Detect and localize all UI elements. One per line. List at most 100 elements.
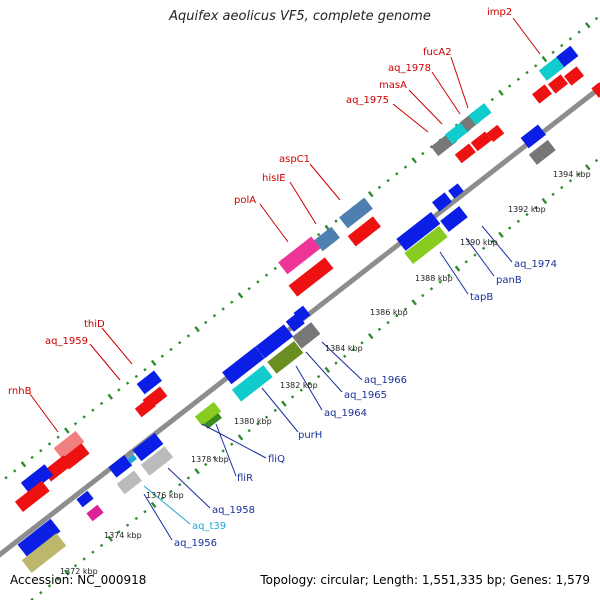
gene-feature-blue-5[interactable] — [293, 305, 311, 323]
tick-dot — [534, 64, 538, 68]
gene-feature-blue-3[interactable] — [76, 490, 94, 508]
gene-label-aq_1958[interactable]: aq_1958 — [212, 505, 255, 516]
gene-feature-red-8[interactable] — [486, 124, 505, 143]
gene-feature-red-12[interactable] — [591, 82, 600, 98]
gene-feature-aq_1958[interactable] — [132, 432, 164, 462]
tick-dot — [247, 428, 251, 433]
gene-feature-gray-2[interactable] — [528, 139, 556, 165]
gene-label-tapB[interactable]: tapB — [470, 292, 493, 303]
gene-label-aq_1966[interactable]: aq_1966 — [364, 375, 407, 386]
gene-feature-blue-8[interactable] — [520, 124, 546, 149]
gene-feature-lightgray-2[interactable] — [140, 446, 174, 476]
gene-feature-aq_1956[interactable] — [108, 455, 133, 478]
gene-feature-blue-2[interactable] — [17, 518, 61, 558]
gene-label-aq_1956[interactable]: aq_1956 — [174, 538, 217, 549]
gene-label-fliQ[interactable]: fliQ — [268, 454, 285, 465]
tick-dot — [39, 591, 43, 595]
gene-feature-red-5[interactable] — [347, 216, 381, 247]
gene-feature-fucA2[interactable] — [468, 103, 492, 125]
gene-feature-panB[interactable] — [404, 225, 448, 265]
gene-label-aspC1[interactable]: aspC1 — [279, 154, 310, 165]
gene-feature-red-9[interactable] — [532, 84, 552, 104]
gene-label-hisIE[interactable]: hisIE — [262, 173, 286, 184]
tick-dot — [568, 179, 573, 183]
tick-dot — [56, 435, 60, 439]
tick-dot — [99, 401, 104, 406]
tick-dot — [150, 501, 157, 509]
tick-dot — [454, 265, 461, 272]
tick-dot — [56, 577, 60, 581]
tick-dot — [411, 299, 417, 306]
gene-feature-red-7[interactable] — [470, 131, 492, 152]
gene-feature-khaki[interactable] — [21, 533, 67, 573]
gene-feature-fliQ[interactable] — [204, 413, 222, 429]
gene-label-purH[interactable]: purH — [298, 430, 322, 441]
gene-feature-lightgray-1[interactable] — [116, 470, 142, 495]
gene-label-masA[interactable]: masA — [379, 80, 407, 91]
gene-label-panB[interactable]: panB — [496, 275, 522, 286]
tick-dot — [256, 280, 260, 284]
gene-label-aq_1978[interactable]: aq_1978 — [388, 63, 431, 74]
tick-dot — [490, 239, 494, 244]
gene-label-aq_1964[interactable]: aq_1964 — [324, 408, 367, 419]
gene-feature-rnhB[interactable] — [53, 430, 85, 460]
gene-label-aq_t39[interactable]: aq_t39 — [192, 521, 226, 532]
gene-feature-red-11[interactable] — [564, 66, 584, 86]
gene-feature-magenta[interactable] — [86, 504, 104, 522]
gene-feature-aspC1[interactable] — [339, 197, 373, 229]
gene-feature-aq_1959[interactable] — [136, 370, 162, 395]
tick-dot — [334, 361, 338, 365]
tick-dot — [395, 314, 399, 318]
gene-feature-fliR[interactable] — [194, 401, 222, 427]
gene-label-fliR[interactable]: fliR — [237, 473, 253, 484]
tick-dot — [299, 388, 303, 392]
gene-feature-hisIE[interactable] — [314, 226, 340, 252]
gene-feature-blue-imp[interactable] — [556, 45, 579, 68]
lower-strand-features — [17, 124, 556, 573]
gene-label-aq_1965[interactable]: aq_1965 — [344, 390, 387, 401]
map-title: Aquifex aeolicus VF5, complete genome — [169, 9, 431, 24]
gene-feature-purH[interactable] — [222, 346, 265, 385]
gene-label-aq_1959[interactable]: aq_1959 — [45, 336, 88, 347]
gene-feature-aq_1965[interactable] — [267, 341, 304, 374]
gene-feature-aq_1974[interactable] — [440, 206, 468, 232]
tick-dot — [73, 564, 78, 568]
tick-dot — [551, 50, 555, 54]
gene-feature-aq_1964[interactable] — [255, 324, 294, 359]
gene-label-imp2[interactable]: imp2 — [487, 7, 512, 18]
tick-dot — [367, 332, 374, 340]
tick-dot — [194, 326, 200, 333]
gene-feature-red-6[interactable] — [454, 143, 476, 164]
gene-label-aq_1974[interactable]: aq_1974 — [514, 259, 557, 270]
label-leaders — [29, 17, 541, 541]
tick-dot — [386, 178, 390, 183]
gene-feature-imp2[interactable] — [538, 55, 566, 81]
gene-label-rnhB[interactable]: rnhB — [8, 386, 32, 397]
gene-feature-red-3[interactable] — [134, 397, 156, 418]
gene-feature-cyan-purH[interactable] — [231, 365, 273, 402]
tick-dot — [560, 185, 564, 190]
gene-feature-red-2[interactable] — [14, 480, 50, 512]
gene-feature-aq_t39[interactable] — [127, 454, 137, 464]
gene-label-polA[interactable]: polA — [234, 195, 256, 206]
gene-feature-aq_1966[interactable] — [292, 322, 321, 349]
gene-label-thiD[interactable]: thiD — [84, 319, 105, 330]
gene-feature-blue-1[interactable] — [20, 464, 54, 494]
gene-feature-red-4[interactable] — [288, 257, 334, 297]
tick-dot — [377, 327, 382, 332]
tick-dot — [107, 535, 114, 542]
tick-dot — [516, 219, 521, 223]
tick-dot — [525, 212, 529, 217]
tick-dot — [230, 300, 234, 304]
gene-label-fucA2[interactable]: fucA2 — [423, 47, 452, 58]
tick-dot — [447, 273, 451, 278]
gene-feature-tapB[interactable] — [396, 211, 441, 251]
tick-dot — [264, 273, 269, 277]
gene-feature-blue-7[interactable] — [448, 183, 464, 199]
gene-label-aq_1975[interactable]: aq_1975 — [346, 95, 389, 106]
gene-feature-blue-6[interactable] — [432, 192, 452, 212]
tick-dot — [186, 334, 191, 338]
kbp-label: 1378 kbp — [191, 455, 229, 464]
gene-feature-red-10[interactable] — [548, 74, 568, 94]
gene-feature-polA[interactable] — [278, 236, 321, 275]
